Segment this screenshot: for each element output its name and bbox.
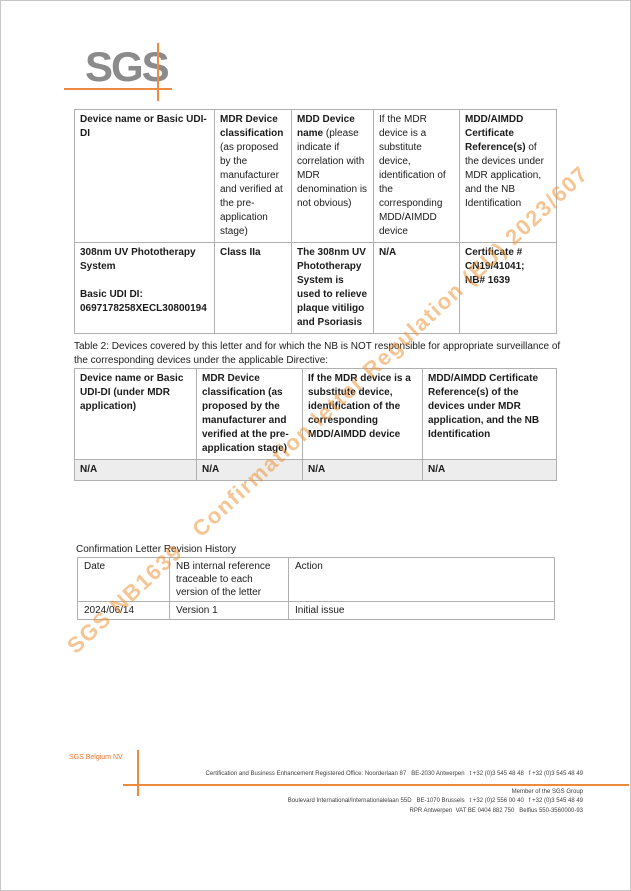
cell-certificate: Certificate # CN19/41041; NB# 1639	[459, 242, 557, 334]
table1-header-substitute-device: If the MDR device is a substitute device…	[373, 109, 460, 243]
revision-history-title: Confirmation Letter Revision History	[76, 544, 237, 555]
revision-header-action: Action	[288, 557, 555, 602]
table1-header-device-name: Device name or Basic UDI-DI	[74, 109, 215, 243]
table2-header-device-name: Device name or Basic UDI-DI (under MDR a…	[74, 368, 197, 460]
cell-revision-action: Initial issue	[288, 601, 555, 620]
cell-revision-version: Version 1	[169, 601, 289, 620]
cell-mdd-name: The 308nm UV Phototherapy System is used…	[291, 242, 374, 334]
footer-company-name: SGS Belgium NV	[69, 754, 123, 761]
table1-data-row: 308nm UV Phototherapy System Basic UDI D…	[74, 242, 557, 334]
table2-data-row: N/A N/A N/A N/A	[74, 459, 557, 481]
footer-registration-text: RPR Antwerpen VAT BE 0404 882 750 Belfiu…	[409, 808, 583, 814]
footer-address-line2: Boulevard International/Internationalela…	[287, 798, 583, 804]
table2-caption: Table 2: Devices covered by this letter …	[74, 341, 561, 366]
cell-na-2: N/A	[196, 459, 303, 481]
cell-substitute: N/A	[373, 242, 460, 334]
revision-data-row: 2024/06/14 Version 1 Initial issue	[77, 601, 555, 620]
sgs-logo-text: SGS	[85, 43, 170, 90]
footer-address-block: Certification and Business Enhancement R…	[151, 752, 583, 824]
table1-devices-covered: Device name or Basic UDI-DI MDR Device c…	[74, 109, 557, 334]
cell-device-name: 308nm UV Phototherapy System Basic UDI D…	[74, 242, 215, 334]
footer-horizontal-line	[123, 784, 629, 786]
table2-header-row: Device name or Basic UDI-DI (under MDR a…	[74, 368, 557, 460]
revision-header-date: Date	[77, 557, 170, 602]
table2-header-substitute-device: If the MDR device is a substitute device…	[302, 368, 423, 460]
cell-na-1: N/A	[74, 459, 197, 481]
revision-history-table: Date NB internal reference traceable to …	[77, 557, 555, 620]
cell-na-4: N/A	[422, 459, 557, 481]
table1-header-certificate-reference: MDD/AIMDD Certificate Reference(s) of th…	[459, 109, 557, 243]
logo-vertical-line	[157, 43, 159, 101]
cell-na-3: N/A	[302, 459, 423, 481]
cell-classification: Class IIa	[214, 242, 292, 334]
table2-header-mdr-classification: MDR Device classification (as proposed b…	[196, 368, 303, 460]
logo-horizontal-line	[64, 88, 172, 90]
footer-vertical-line	[137, 750, 139, 796]
cell-revision-date: 2024/06/14	[77, 601, 170, 620]
footer-member-text: Member of the SGS Group	[511, 789, 583, 795]
revision-header-row: Date NB internal reference traceable to …	[77, 557, 555, 602]
table2-devices-not-covered: Device name or Basic UDI-DI (under MDR a…	[74, 368, 557, 481]
table1-header-row: Device name or Basic UDI-DI MDR Device c…	[74, 109, 557, 243]
table1-header-mdd-device-name: MDD Device name (please indicate if corr…	[291, 109, 374, 243]
revision-header-nb-reference: NB internal reference traceable to each …	[169, 557, 289, 602]
table1-header-mdr-classification: MDR Device classification (as proposed b…	[214, 109, 292, 243]
footer-address-line1: Certification and Business Enhancement R…	[205, 771, 583, 777]
table2-header-certificate-reference: MDD/AIMDD Certificate Reference(s) of th…	[422, 368, 557, 460]
